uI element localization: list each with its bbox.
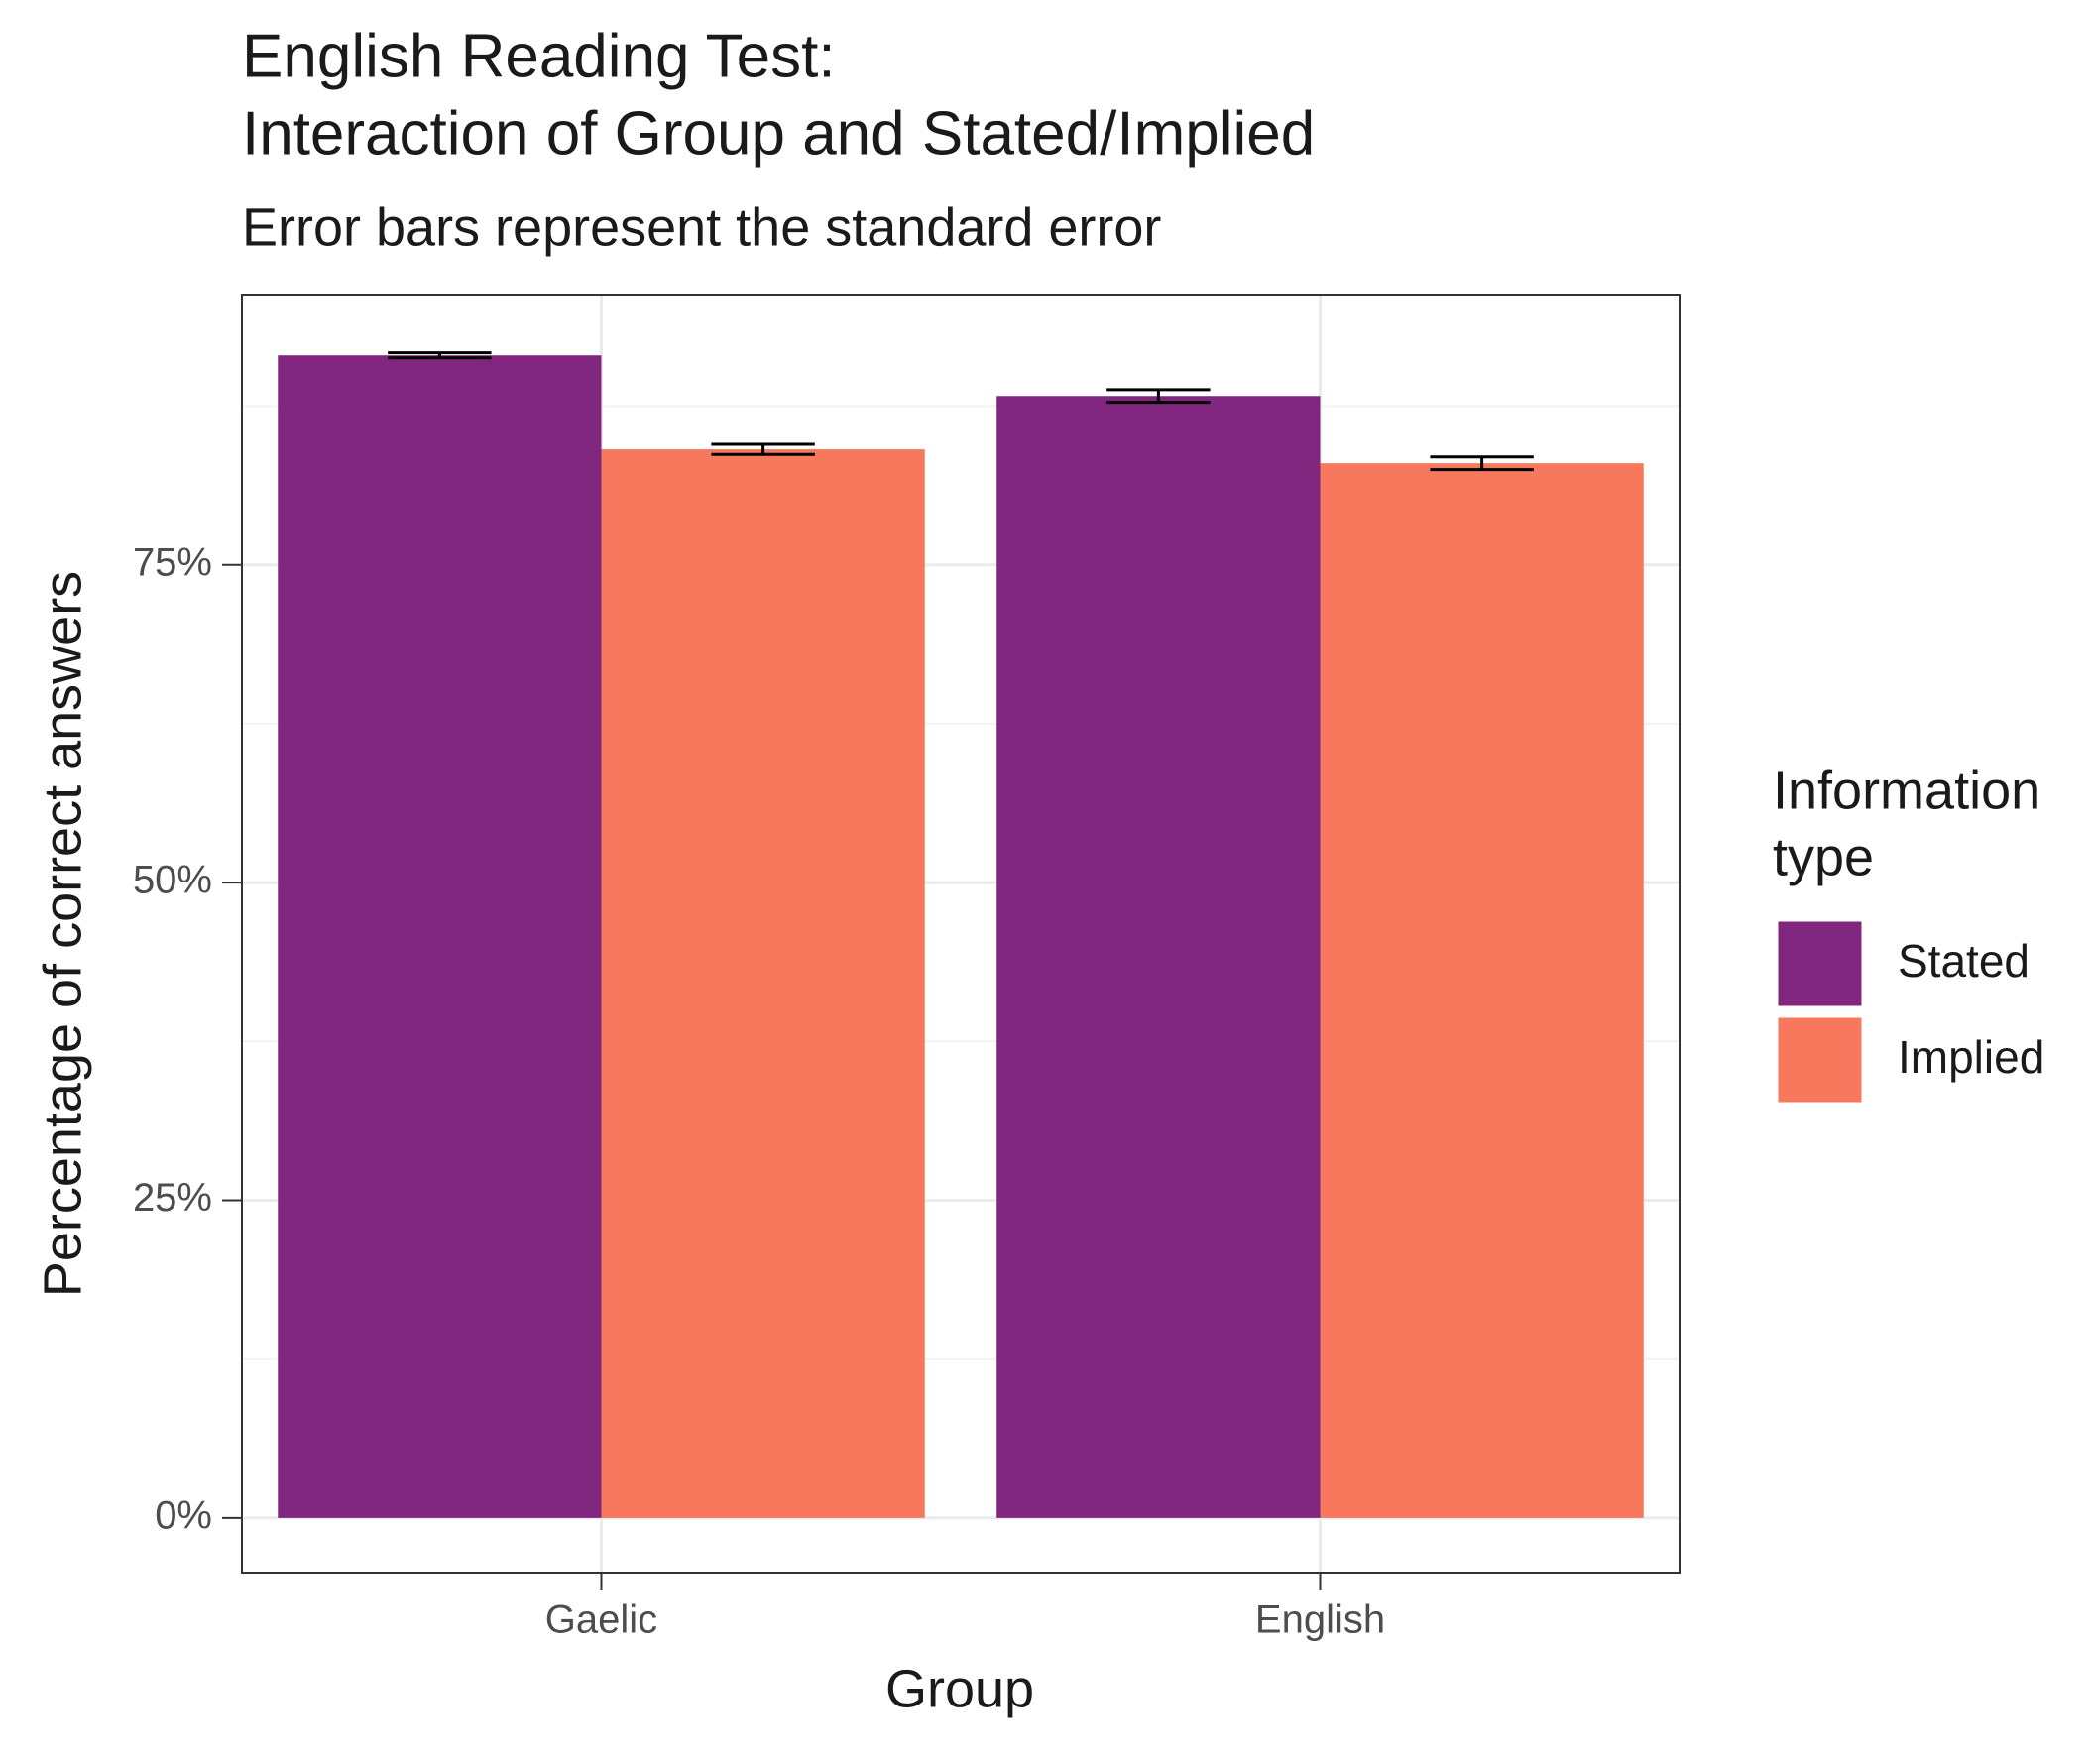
x-tick-label: Gaelic [545, 1598, 657, 1642]
error-bar [1430, 455, 1534, 472]
y-tick-label: 75% [133, 540, 212, 584]
error-bar [388, 351, 492, 360]
bar [278, 355, 602, 1518]
legend-key [1775, 1014, 1865, 1106]
error-bar [711, 442, 815, 456]
legend-label: Implied [1898, 1031, 2044, 1083]
bar [601, 449, 925, 1518]
x-axis-title: Group [885, 1659, 1034, 1718]
x-tick-label: English [1255, 1598, 1385, 1642]
y-tick-label: 0% [155, 1493, 212, 1537]
bar [996, 396, 1321, 1518]
chart-title: English Reading Test: [242, 22, 836, 90]
legend-title: Information [1773, 761, 2040, 820]
error-bar [1106, 388, 1211, 405]
legend-title: type [1773, 827, 1874, 886]
chart-subtitle: Error bars represent the standard error [242, 197, 1161, 257]
bar [1320, 463, 1644, 1518]
y-tick-label: 50% [133, 859, 212, 902]
legend-label: Stated [1898, 935, 2030, 987]
y-axis-title: Percentage of correct answers [33, 571, 92, 1297]
plot-border [241, 294, 1681, 1574]
chart-title: Interaction of Group and Stated/Implied [242, 99, 1315, 168]
y-tick-label: 25% [133, 1176, 212, 1220]
legend-key [1775, 918, 1865, 1009]
